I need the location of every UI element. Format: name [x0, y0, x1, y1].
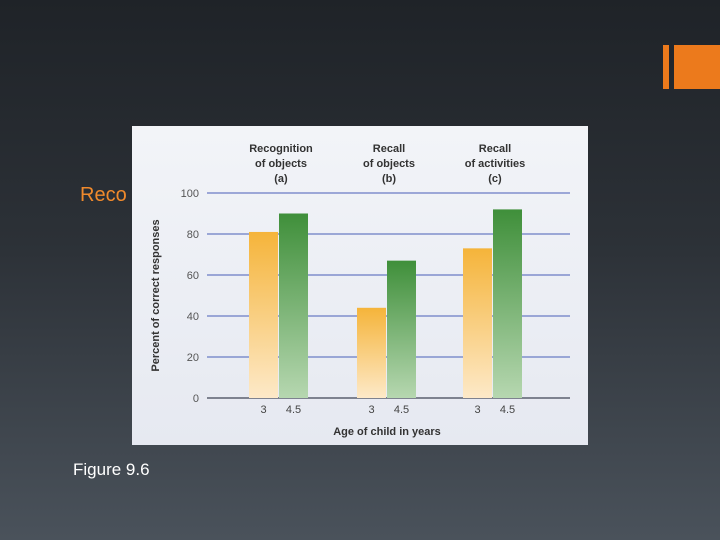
chart-panel: 0 20 40 60 80 100 Percent of correct responses…: [132, 126, 588, 445]
y-tick-label: 0: [193, 393, 199, 405]
y-tick-label: 40: [187, 311, 199, 323]
bar-age-3: [463, 248, 492, 398]
y-tick-label: 60: [187, 270, 199, 282]
category-title: of objects: [363, 158, 415, 170]
y-tick-label: 20: [187, 352, 199, 364]
category-title: of objects: [255, 158, 307, 170]
bar-age-4-5: [387, 260, 416, 398]
accent-bar: [663, 45, 669, 89]
bar-chart: 0 20 40 60 80 100 Percent of correct responses…: [150, 143, 570, 438]
bar-age-3: [357, 307, 386, 398]
category-title: of activities: [465, 158, 526, 170]
category-title: (c): [488, 173, 502, 185]
category-title: Recognition: [249, 143, 313, 155]
x-tick-label: 3: [474, 404, 480, 416]
x-tick-label: 4.5: [286, 404, 301, 416]
slide-heading: Reco: [80, 184, 127, 206]
x-tick-label: 4.5: [500, 404, 515, 416]
category-title: Recall: [373, 143, 405, 155]
category-title: (b): [382, 173, 396, 185]
y-axis-label: Percent of correct responses: [150, 219, 162, 371]
category-title: (a): [274, 173, 288, 185]
x-tick-label: 4.5: [394, 404, 409, 416]
bar-age-4-5: [493, 209, 522, 398]
y-tick-label: 100: [181, 188, 199, 200]
accent-box: [674, 45, 720, 89]
category-title: Recall: [479, 143, 511, 155]
y-tick-label: 80: [187, 229, 199, 241]
x-tick-label: 3: [260, 404, 266, 416]
x-tick-label: 3: [368, 404, 374, 416]
figure-caption: Figure 9.6: [73, 460, 150, 479]
bar-age-3: [249, 231, 278, 398]
bar-age-4-5: [279, 213, 308, 398]
x-axis-label: Age of child in years: [333, 426, 441, 438]
